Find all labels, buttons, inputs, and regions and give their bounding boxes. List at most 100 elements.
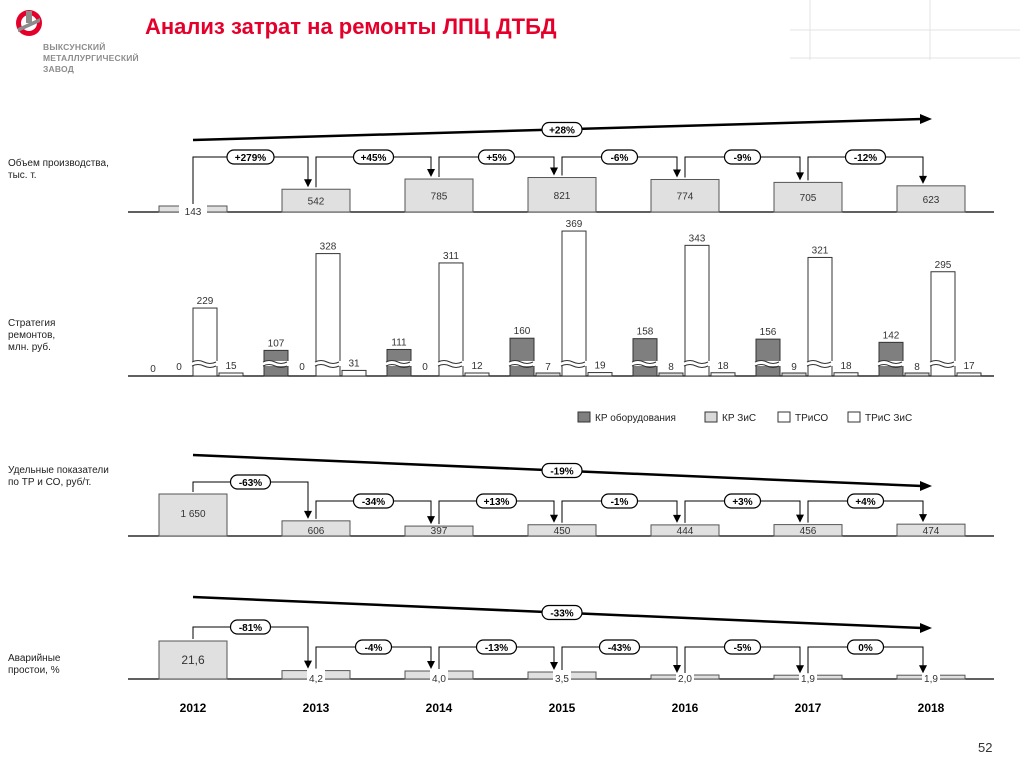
production-trend-arrowhead (920, 114, 932, 124)
repairs-bar-2018-1 (904, 372, 930, 377)
repairs-break-bg-2012-2 (192, 361, 218, 366)
production-bar-2017 (773, 181, 843, 213)
production-value-2017: 705 (800, 193, 817, 204)
production-value-2012: 143 (185, 207, 202, 218)
company-logo (14, 8, 144, 78)
repairs-break-top-2016-2 (683, 360, 709, 364)
production-step-arrowhead-2 (550, 167, 558, 176)
downtime-step-change-2-label: -13% (485, 643, 508, 654)
legend-label-1: КР ЗиС (722, 413, 756, 424)
repairs-break-top-2017-0 (754, 360, 780, 364)
specific-step-arrowhead-1 (427, 516, 435, 525)
specific-bar-2017 (773, 524, 843, 537)
downtime-label-bg-2016 (676, 667, 694, 680)
specific-value-2017: 456 (800, 526, 817, 537)
repairs-bar-2012-3 (218, 372, 244, 377)
downtime-value-2018: 1,9 (924, 674, 938, 685)
specific-step-change-3-box (600, 493, 639, 509)
year-label-2016: 2016 (672, 701, 699, 715)
specific-bar-2016 (650, 524, 720, 537)
repairs-bar-2015-0 (509, 337, 535, 377)
repairs-value-2015-0: 160 (514, 326, 531, 337)
repairs-break-bg-2018-0 (878, 361, 904, 366)
specific-bar-2012 (158, 493, 228, 537)
repairs-value-2016-3: 18 (717, 361, 729, 372)
repairs-break-bg-2016-2 (684, 361, 710, 366)
repairs-value-2016-1: 8 (668, 362, 674, 373)
downtime-value-2016: 2,0 (678, 674, 692, 685)
downtime-value-2015: 3,5 (555, 674, 569, 685)
legend-swatch-2 (777, 411, 791, 423)
specific-step-arrowhead-2 (550, 514, 558, 523)
downtime-label-bg-2013 (307, 667, 325, 680)
repairs-break-top-2015-0 (508, 360, 534, 364)
production-step-change-3-label: -6% (611, 153, 629, 164)
year-label-2013: 2013 (303, 701, 330, 715)
specific-step-change-5-box (846, 493, 885, 509)
repairs-break-bg-2014-0 (386, 361, 412, 366)
downtime-step-change-5-label: 0% (858, 643, 873, 654)
production-step-change-5-label: -12% (854, 153, 877, 164)
repairs-break-bottom-2016-0 (631, 364, 657, 368)
repairs-bar-2013-3 (341, 369, 367, 377)
repairs-break-bg-2017-2 (807, 361, 833, 366)
production-step-change-4-label: -9% (734, 153, 752, 164)
production-value-2013: 542 (308, 197, 325, 208)
page-number: 52 (978, 740, 993, 755)
repairs-value-2015-1: 7 (545, 362, 551, 373)
row-label-production: Объем производства, тыс. т. (8, 158, 109, 181)
row-label-repairs: Стратегия ремонтов, млн. руб. (8, 318, 56, 353)
production-value-2016: 774 (677, 192, 694, 203)
repairs-bar-2014-2 (438, 262, 464, 377)
downtime-step-arrowhead-2 (550, 662, 558, 670)
downtime-label-bg-2014 (430, 667, 448, 680)
row-label-downtime: Аварийные простои, % (8, 653, 61, 676)
downtime-step-change-3-label: -43% (608, 643, 631, 654)
specific-value-2012: 1 650 (180, 509, 205, 520)
page-title: Анализ затрат на ремонты ЛПЦ ДТБД (145, 14, 557, 39)
repairs-break-bg-2018-2 (930, 361, 956, 366)
decorative-corner (790, 0, 1020, 60)
specific-value-2015: 450 (554, 526, 571, 537)
production-step-change-5-box (844, 149, 887, 165)
downtime-step-arrowhead-1 (427, 661, 435, 669)
repairs-bar-2015-1 (535, 372, 561, 377)
repairs-break-bottom-2015-2 (560, 364, 586, 368)
production-value-2015: 821 (554, 191, 571, 202)
repairs-bar-2018-0 (878, 341, 904, 377)
repairs-break-top-2015-2 (560, 360, 586, 364)
production-step-change-0-label: +279% (235, 153, 267, 164)
specific-bar-2015 (527, 524, 597, 537)
production-bar-2014 (404, 178, 474, 213)
logo-text: ВЫКСУНСКИЙ МЕТАЛЛУРГИЧЕСКИЙ ЗАВОД (43, 42, 139, 75)
specific-trend-change-box (541, 462, 583, 479)
legend-label-0: КР оборудования (595, 412, 676, 424)
repairs-value-2014-3: 12 (471, 361, 483, 372)
legend-label-2: ТРиСО (795, 413, 828, 424)
downtime-trend-change-label: -33% (550, 609, 573, 620)
specific-step-change-1-box (352, 493, 395, 509)
repairs-break-bottom-2017-0 (754, 364, 780, 368)
repairs-value-2012-2: 229 (197, 296, 214, 307)
repairs-value-2018-3: 17 (963, 361, 975, 372)
production-step-arrowhead-5 (919, 175, 927, 184)
repairs-value-2015-3: 19 (594, 361, 606, 372)
specific-step-arrowhead-5 (919, 514, 927, 523)
repairs-value-2013-3: 31 (348, 358, 360, 369)
logo-line-3: ЗАВОД (43, 64, 74, 74)
production-trend-change-label: +28% (549, 126, 575, 137)
production-step-arrowhead-0 (304, 179, 312, 188)
repairs-value-2017-3: 18 (840, 361, 852, 372)
repairs-bar-2017-3 (833, 372, 859, 377)
production-step-change-2-box (477, 149, 516, 165)
repairs-break-bottom-2013-0 (262, 364, 288, 368)
specific-step-change-1-label: -34% (362, 497, 385, 508)
year-label-2015: 2015 (549, 701, 576, 715)
repairs-value-2012-1: 0 (176, 362, 182, 373)
specific-trend-change-label: -19% (550, 467, 573, 478)
downtime-step-change-1-box (354, 639, 393, 655)
repairs-break-top-2017-2 (806, 360, 832, 364)
logo-line-1: ВЫКСУНСКИЙ (43, 42, 106, 52)
downtime-step-change-4-box (723, 639, 762, 655)
